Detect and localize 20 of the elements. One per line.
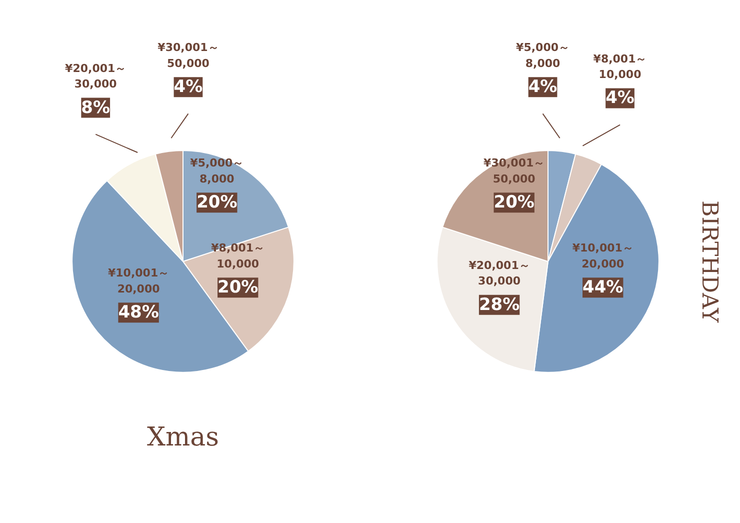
data-label: 28%	[478, 294, 520, 315]
data-label: 44%	[582, 278, 624, 298]
slice-label: ¥20,001～30,000	[468, 259, 530, 288]
data-label: 4%	[606, 88, 634, 108]
slice-label: ¥10,001～20,000	[108, 266, 170, 296]
slice-label: ¥30,001～50,000	[158, 41, 219, 70]
text: Xmas	[146, 422, 220, 452]
text: BIRTHDAY	[696, 200, 722, 323]
data-label: 20%	[494, 192, 534, 213]
slice-label: ¥10,001～20,000	[572, 242, 634, 270]
data-label: 4%	[528, 77, 558, 98]
data-label: 20%	[218, 278, 258, 298]
data-label: 4%	[174, 77, 203, 98]
slice-label: ¥5,000～8,000	[190, 156, 244, 186]
data-label: 20%	[196, 192, 238, 213]
slice-label: ¥5,000～8,000	[516, 41, 570, 70]
slice-label: ¥8,001～10,000	[593, 52, 647, 81]
data-label: 8%	[81, 98, 110, 118]
data-label: 48%	[118, 302, 159, 323]
slice-label: ¥20,001～30,000	[65, 62, 126, 90]
